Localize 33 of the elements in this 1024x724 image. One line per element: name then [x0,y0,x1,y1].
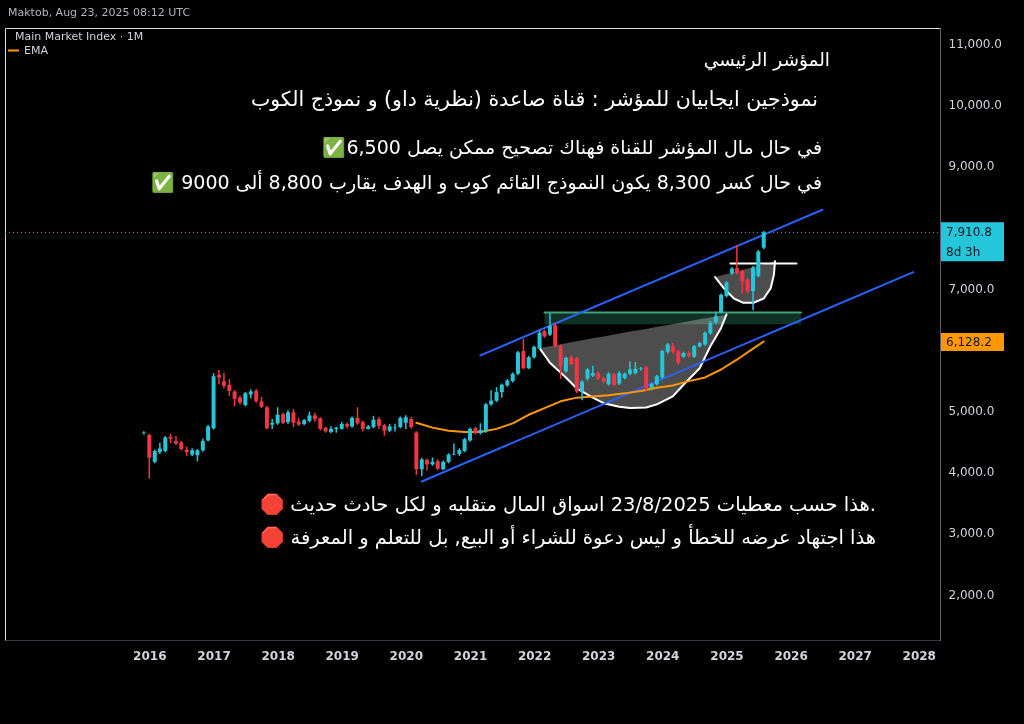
y-tick-label: 3,000.0 [948,526,995,541]
annotation: 🛑 هذا حسب معطيات 23/8/2025 اسواق المال متقلبه و لكل حادث حديث. [260,493,876,516]
x-tick-label: 2026 [774,648,808,663]
annotation: 🛑 هذا اجتهاد عرضه للخطأ و ليس دعوة للشراء أو البيع, بل للتعلم و المعرفة [260,524,876,549]
x-tick-label: 2018 [261,648,295,663]
y-tick-label: 5,000.0 [948,404,995,418]
x-tick-label: 2016 [133,648,167,663]
annotation: ✅ في حال كسر 8,300 يكون النموذج القائم كوب و الهدف يقارب 8,800 ألى 9000 [151,170,822,194]
y-tick-label: 11,000.0 [948,36,1002,51]
y-tick-label: 7,000.0 [948,281,995,296]
ref-line-label: 7,910.8 [946,225,992,240]
x-tick-label: 2022 [517,648,552,663]
x-tick-label: 2019 [325,648,359,663]
x-tick-label: 2028 [902,648,936,663]
text: Maktob, Aug 23, 2025 08:12 UTC [8,6,191,19]
text: 6,128.2 [946,335,992,349]
x-tick-label: 2021 [453,648,488,663]
x-tick-label: 2024 [646,648,680,663]
y-tick-label: 9,000.0 [948,159,995,174]
chart-title: Main Market Index · 1M [15,30,144,43]
x-tick-label: 2017 [197,648,231,663]
x-tick-label: 2025 [710,648,744,663]
text: 8d 3h [946,245,981,259]
x-tick-label: 2023 [581,648,616,663]
x-tick-label: 2020 [389,648,423,663]
legend-label: EMA [24,43,49,57]
annotation: المؤشر الرئيسي [703,49,830,71]
x-tick-label: 2027 [838,648,872,663]
y-tick-label: 2,000.0 [948,587,995,602]
y-tick-label: 4,000.0 [948,465,995,480]
y-tick-label: 10,000.0 [948,98,1002,112]
annotation: نموذجين ايجابيان للمؤشر : قناة صاعدة (نظرية داو) و نموذج الكوب [250,87,818,111]
annotation: ✅في حال مال المؤشر للقناة فهناك تصحيح ممكن يصل 6,500 [322,136,822,159]
